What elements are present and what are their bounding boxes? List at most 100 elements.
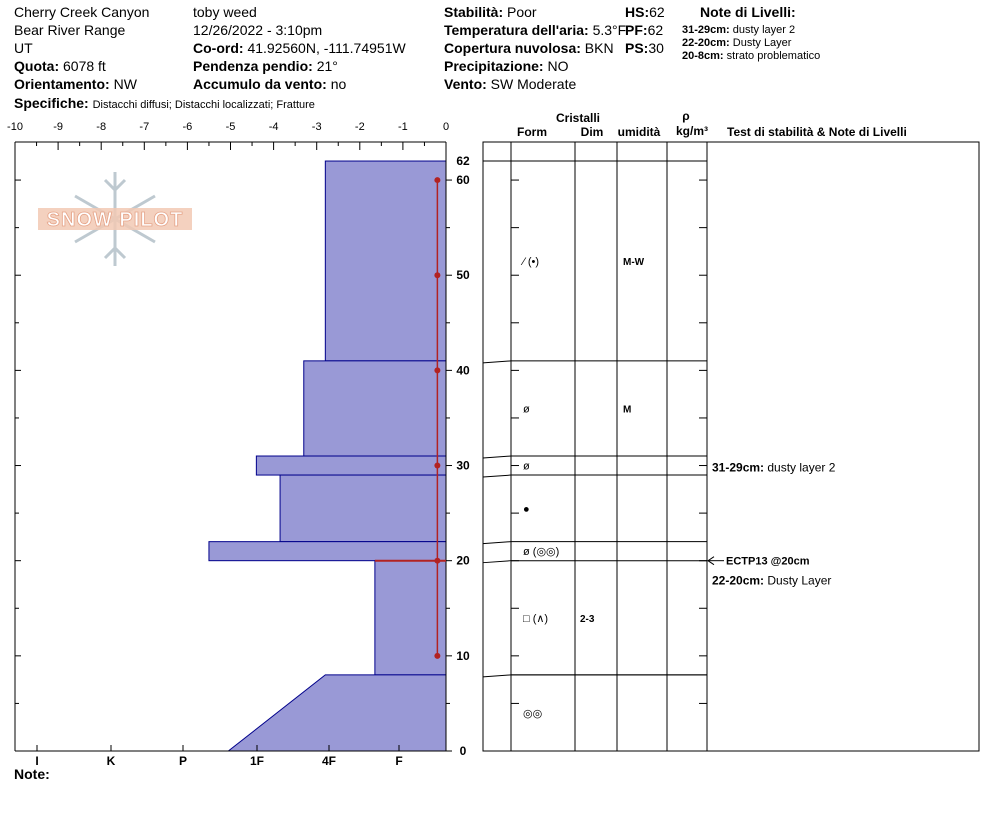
grain-form: ◎◎ (523, 708, 542, 720)
precip-value: NO (547, 58, 569, 74)
aspect-label: Orientamento: (14, 76, 110, 92)
hardness-layer-bar (208, 541, 447, 562)
grain-size: 2-3 (580, 614, 595, 625)
layer-note-text: strato problematico (726, 50, 821, 62)
header-density-unit: kg/m³ (676, 124, 708, 138)
test-arrow-head (707, 556, 715, 566)
pf-label: PF: (625, 22, 648, 38)
depth-tick-label: 50 (456, 268, 470, 282)
hand-hardness-label: P (179, 754, 187, 768)
wind-loading-label: Accumulo da vento: (193, 76, 327, 92)
datetime: 12/26/2022 - 3:10pm (193, 22, 323, 38)
stability-value: Poor (507, 4, 537, 20)
grain-form: □ (∧) (523, 613, 548, 625)
precip-label: Precipitazione: (444, 58, 544, 74)
layer-boundary-connector (482, 674, 512, 678)
grain-form: ● (523, 503, 530, 515)
specifics-value: Distacchi diffusi; Distacchi localizzati… (92, 99, 315, 111)
hand-hardness-label: 4F (322, 754, 336, 768)
stability-label: Stabilità: (444, 4, 504, 20)
depth-top-label: 62 (456, 154, 470, 168)
layer-boundary-connector (482, 455, 512, 459)
depth-tick-label: 60 (456, 173, 470, 187)
temperature-point (434, 367, 441, 374)
hardness-tick-label: -1 (398, 121, 408, 133)
ps-row: PS:30 (625, 40, 664, 56)
coords-label: Co-ord: (193, 40, 244, 56)
slope-label: Pendenza pendio: (193, 58, 313, 74)
layer-boundary-connector (482, 360, 512, 364)
depth-tick-label: 30 (456, 459, 470, 473)
elevation-row: Quota: 6078 ft (14, 58, 106, 74)
layer-note-dusty-2: 31-29cm: dusty layer 2 (712, 461, 836, 475)
air-temp-label: Temperatura dell'aria: (444, 22, 589, 38)
hardness-tick-label: -2 (355, 121, 365, 133)
elevation-label: Quota: (14, 58, 60, 74)
wind-loading-value: no (330, 76, 347, 92)
layer-notes-header: Note di Livelli: (700, 4, 796, 20)
site-range: Bear River Range (14, 22, 126, 38)
header-tests: Test di stabilità & Note di Livelli (727, 125, 907, 139)
slope-value: 21° (316, 58, 338, 74)
header-form: Form (517, 125, 547, 139)
hardness-tick-label: 0 (443, 121, 449, 133)
layer-boundary-connector (482, 560, 512, 564)
observer: toby weed (193, 4, 257, 20)
grain-form: ø (◎◎) (523, 546, 559, 558)
layer-boundary-connector (482, 474, 512, 478)
stability-test-result: ECTP13 @20cm (726, 556, 810, 568)
cloud-label: Copertura nuvolosa: (444, 40, 581, 56)
hand-hardness-label: I (35, 754, 38, 768)
site-state: UT (14, 40, 33, 56)
aspect-row: Orientamento: NW (14, 76, 137, 92)
slope-row: Pendenza pendio: 21° (193, 58, 338, 74)
hand-hardness-label: F (395, 754, 402, 768)
hardness-tick-label: -9 (53, 121, 63, 133)
header-dim: Dim (581, 125, 604, 139)
footer-note-label: Note: (14, 766, 50, 782)
wetness: M (623, 404, 631, 415)
depth-tick-label: 0 (460, 744, 467, 758)
aspect-value: NW (113, 76, 137, 92)
cloud-value: BKN (584, 40, 614, 56)
hardness-tick-label: -7 (139, 121, 149, 133)
hs-row: HS:62 (625, 4, 665, 20)
layer-note-range: 31-29cm: (712, 461, 767, 475)
layer-note-1: 22-20cm: Dusty Layer (682, 37, 791, 50)
temperature-point (434, 462, 441, 469)
wind-label: Vento: (444, 76, 487, 92)
layer-note-range: 20-8cm: (682, 50, 724, 62)
wind-row: Vento: SW Moderate (444, 76, 576, 92)
hs-label: HS: (625, 4, 650, 20)
hardness-layer-bar (255, 455, 447, 476)
hardness-layer-bar (324, 160, 447, 362)
air-temp-row: Temperatura dell'aria: 5.3°F (444, 22, 626, 38)
layer-note-dusty: 22-20cm: Dusty Layer (712, 574, 831, 588)
ps-label: PS: (625, 40, 649, 56)
hardness-tick-label: -8 (96, 121, 106, 133)
pf-row: PF:62 (625, 22, 663, 38)
depth-tick-label: 10 (456, 649, 470, 663)
layer-note-text: Dusty Layer (767, 574, 831, 588)
ps-value: 30 (648, 40, 664, 56)
grain-form: ø (523, 403, 530, 415)
hand-hardness-label: K (107, 754, 116, 768)
layer-note-text: dusty layer 2 (767, 461, 835, 475)
hardness-tick-label: -5 (226, 121, 236, 133)
hardness-layer-bar (279, 474, 447, 543)
layer-table-frame (482, 141, 980, 752)
layer-note-range: 22-20cm: (682, 37, 730, 49)
elevation-value: 6078 ft (63, 58, 106, 74)
precip-row: Precipitazione: NO (444, 58, 568, 74)
hand-hardness-label: 1F (250, 754, 264, 768)
depth-tick-label: 40 (456, 363, 470, 377)
hardness-tick-label: -4 (269, 121, 279, 133)
layer-note-text: dusty layer 2 (732, 24, 796, 36)
hardness-tick-label: -3 (312, 121, 322, 133)
coords-value: 41.92560N, -111.74951W (247, 40, 406, 56)
site-location: Cherry Creek Canyon (14, 4, 150, 20)
specifics-label: Specifiche: (14, 95, 89, 111)
header-umidita: umidità (618, 125, 661, 139)
hardness-tick-label: -6 (183, 121, 193, 133)
layer-note-2: 20-8cm: strato problematico (682, 50, 820, 63)
